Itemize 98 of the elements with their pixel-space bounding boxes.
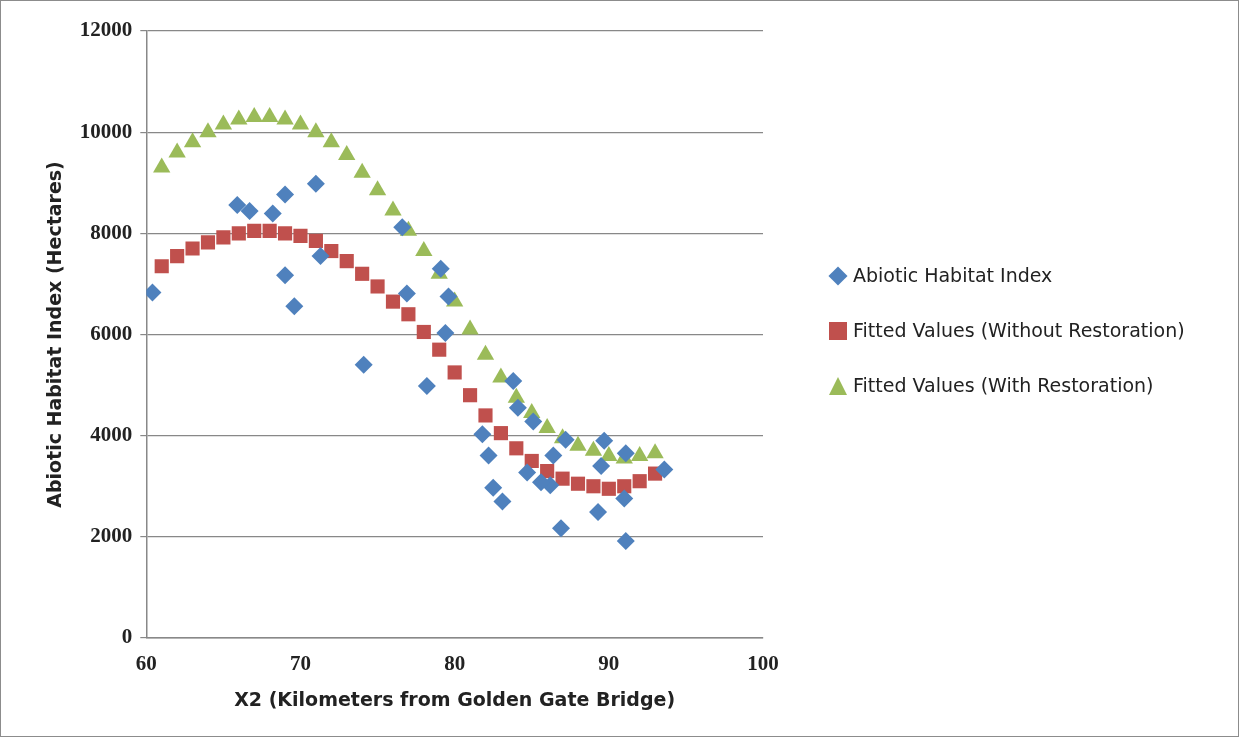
point	[154, 259, 169, 274]
point	[168, 142, 186, 158]
point	[463, 388, 478, 403]
point	[586, 479, 601, 494]
x-tick-label: 90	[598, 651, 620, 676]
point	[230, 109, 248, 125]
point	[592, 457, 611, 476]
point	[276, 185, 295, 204]
point	[401, 307, 416, 322]
point	[354, 355, 373, 374]
point	[555, 471, 570, 486]
point	[616, 444, 635, 463]
point	[431, 259, 450, 278]
point	[531, 473, 550, 492]
point	[307, 122, 325, 138]
point	[338, 144, 356, 160]
point	[384, 200, 402, 216]
point	[447, 365, 462, 380]
point	[276, 109, 294, 125]
point	[417, 377, 436, 396]
point	[245, 106, 263, 122]
point	[285, 297, 304, 316]
point	[504, 372, 523, 391]
point	[291, 114, 310, 130]
point	[601, 481, 616, 496]
point	[308, 233, 323, 248]
point	[518, 463, 537, 482]
point	[432, 342, 447, 357]
point	[632, 474, 647, 489]
legend-label: Abiotic Habitat Index	[853, 263, 1053, 288]
point	[655, 460, 674, 479]
y-tick-label: 12000	[79, 17, 133, 42]
point	[436, 323, 455, 342]
point	[293, 228, 308, 243]
point	[276, 266, 295, 285]
legend-label: Fitted Values (Without Restoration)	[853, 318, 1185, 343]
point	[214, 114, 233, 130]
point	[216, 230, 231, 245]
point	[185, 241, 200, 256]
point	[153, 157, 171, 173]
point	[397, 284, 416, 303]
point	[478, 408, 493, 423]
point	[355, 266, 370, 281]
point	[263, 204, 282, 223]
point	[617, 479, 632, 494]
point	[370, 279, 385, 294]
point	[240, 202, 259, 221]
point	[544, 446, 563, 465]
point	[262, 223, 277, 238]
point	[385, 294, 401, 309]
point	[311, 247, 330, 266]
point	[493, 426, 508, 441]
point	[416, 324, 431, 340]
point	[508, 398, 527, 417]
legend-label: Fitted Values (With Restoration)	[853, 373, 1154, 398]
point	[595, 431, 614, 450]
point	[589, 503, 608, 522]
point	[524, 412, 543, 431]
point	[228, 196, 247, 215]
point	[339, 254, 354, 269]
point	[393, 218, 412, 237]
y-tick-label: 2000	[90, 523, 133, 548]
point	[322, 132, 340, 148]
x-tick-label: 80	[444, 651, 466, 676]
point	[353, 162, 371, 178]
point	[199, 122, 217, 138]
point	[200, 235, 216, 250]
y-tick-label: 0	[121, 624, 133, 649]
y-tick-label: 6000	[90, 320, 133, 345]
x-axis-title: X2 (Kilometers from Golden Gate Bridge)	[234, 687, 676, 710]
y-tick-label: 8000	[90, 219, 133, 244]
y-tick-label: 10000	[79, 118, 133, 143]
point	[509, 441, 524, 456]
point	[570, 476, 586, 491]
point	[556, 430, 575, 449]
point	[616, 531, 635, 550]
point	[277, 226, 293, 241]
point	[183, 132, 202, 148]
point	[247, 223, 262, 238]
point	[615, 489, 634, 508]
x-tick-label: 60	[135, 651, 157, 676]
point	[552, 519, 571, 538]
x-tick-label: 70	[289, 651, 311, 676]
x-tick-label: 100	[747, 651, 779, 676]
point	[524, 453, 539, 469]
point	[368, 180, 387, 196]
y-tick-label: 4000	[90, 422, 133, 447]
point	[479, 446, 498, 465]
y-axis-title: Abiotic Habitat Index (Hectares)	[43, 161, 66, 508]
point	[260, 106, 279, 122]
point	[473, 425, 492, 444]
point	[231, 226, 246, 241]
point	[415, 241, 433, 257]
point	[484, 478, 503, 497]
point	[306, 174, 325, 193]
point	[170, 249, 185, 264]
point	[439, 287, 458, 306]
point	[493, 492, 512, 511]
